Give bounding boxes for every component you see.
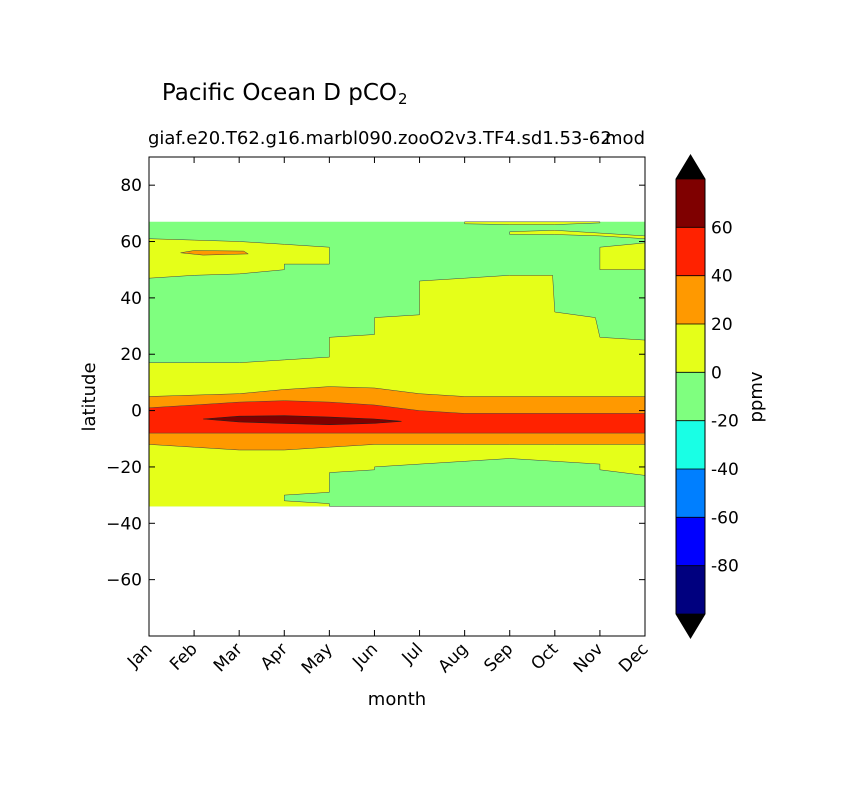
x-tick-label: Apr [257, 639, 292, 674]
colorbar-tick-label: 60 [711, 218, 733, 238]
colorbar-swatch [676, 275, 705, 324]
x-tick-label: Dec [615, 639, 652, 676]
colorbar-swatch [676, 420, 705, 469]
x-tick-label: Oct [527, 639, 562, 674]
y-tick-label: 80 [120, 176, 142, 196]
colorbar-tick-label: -60 [711, 508, 739, 528]
contour-fill-eq-red [148, 400, 646, 434]
y-tick-label: 20 [120, 345, 142, 365]
chart-title-subscript: 2 [398, 90, 408, 108]
colorbar-tick-label: -80 [711, 557, 739, 577]
plot-area [148, 156, 646, 637]
colorbar-tick-label: -20 [711, 412, 739, 432]
colorbar-swatch [676, 517, 705, 566]
chart-subtitle-left: giaf.e20.T62.g16.marbl090.zooO2v3.TF4.sd… [148, 128, 612, 149]
y-axis: 80 60 40 20 0 −20 −40 −60 [106, 176, 645, 591]
y-tick-label: −40 [106, 514, 142, 534]
chart-subtitle-right: mod [605, 128, 645, 149]
x-tick-label: Jun [348, 639, 382, 673]
contour-fill-southeast [284, 458, 646, 507]
colorbar-extend-bottom [676, 614, 705, 638]
colorbar-swatch [676, 324, 705, 373]
x-tick-label: Aug [435, 639, 473, 677]
colorbar: 60 40 20 0 -20 -40 -60 -80 [675, 154, 739, 639]
x-tick-label: Feb [166, 639, 201, 674]
contour-fill-eq-core [203, 415, 402, 426]
colorbar-label: ppmv [746, 371, 767, 422]
colorbar-swatch [676, 227, 705, 276]
contour-fill-ne-strip [464, 221, 601, 225]
x-axis-label: month [368, 689, 426, 710]
colorbar-tick-label: 40 [711, 267, 733, 287]
chart-title: Pacific Ocean D pCO [162, 80, 397, 106]
colorbar-tick-label: 0 [711, 363, 722, 383]
contour-fill-ne-right [599, 242, 646, 270]
x-tick-label: Jul [398, 639, 427, 668]
colorbar-tick-label: -40 [711, 460, 739, 480]
colorbar-swatch [676, 179, 705, 228]
contour-fill-north-band [148, 238, 330, 279]
y-tick-label: −20 [106, 458, 142, 478]
plot-frame [148, 156, 646, 637]
y-tick-label: 0 [131, 402, 142, 422]
colorbar-swatch [676, 372, 705, 421]
x-tick-label: May [298, 639, 337, 678]
y-axis-label: latitude [79, 362, 100, 431]
chart-title-text: Pacific Ocean D pCO [162, 80, 397, 106]
y-tick-label: −60 [106, 571, 142, 591]
x-tick-label: Nov [570, 639, 608, 677]
y-tick-label: 40 [120, 289, 142, 309]
colorbar-swatch [676, 565, 705, 614]
colorbar-extend-top [676, 155, 705, 179]
contour-fill-north-blob [180, 250, 250, 256]
colorbar-swatch [676, 469, 705, 518]
x-tick-label: Jan [123, 639, 156, 672]
y-tick-label: 60 [120, 233, 142, 253]
x-tick-label: Sep [480, 639, 517, 676]
contour-fills [148, 221, 646, 507]
contour-fill-eq-north [148, 275, 646, 403]
colorbar-tick-label: 20 [711, 315, 733, 335]
x-tick-label: Mar [210, 639, 247, 676]
